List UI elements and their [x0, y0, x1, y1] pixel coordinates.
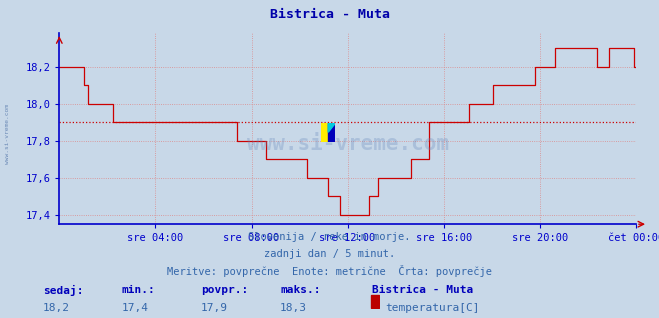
- Text: maks.:: maks.:: [280, 285, 320, 294]
- Text: temperatura[C]: temperatura[C]: [386, 303, 480, 313]
- Text: www.si-vreme.com: www.si-vreme.com: [5, 104, 11, 163]
- Text: Meritve: povprečne  Enote: metrične  Črta: povprečje: Meritve: povprečne Enote: metrične Črta:…: [167, 265, 492, 277]
- Bar: [371, 295, 379, 308]
- Text: min.:: min.:: [122, 285, 156, 294]
- Text: www.si-vreme.com: www.si-vreme.com: [246, 134, 449, 154]
- Text: 17,9: 17,9: [201, 303, 228, 313]
- Text: 17,4: 17,4: [122, 303, 149, 313]
- Bar: [328, 123, 335, 142]
- Text: Slovenija / reke in morje.: Slovenija / reke in morje.: [248, 232, 411, 242]
- Text: Bistrica - Muta: Bistrica - Muta: [372, 285, 474, 294]
- Text: zadnji dan / 5 minut.: zadnji dan / 5 minut.: [264, 249, 395, 259]
- Polygon shape: [328, 123, 335, 132]
- Text: povpr.:: povpr.:: [201, 285, 248, 294]
- Text: 18,3: 18,3: [280, 303, 307, 313]
- Bar: [321, 123, 328, 142]
- Text: 18,2: 18,2: [43, 303, 70, 313]
- Text: Bistrica - Muta: Bistrica - Muta: [270, 8, 389, 21]
- Text: sedaj:: sedaj:: [43, 285, 83, 296]
